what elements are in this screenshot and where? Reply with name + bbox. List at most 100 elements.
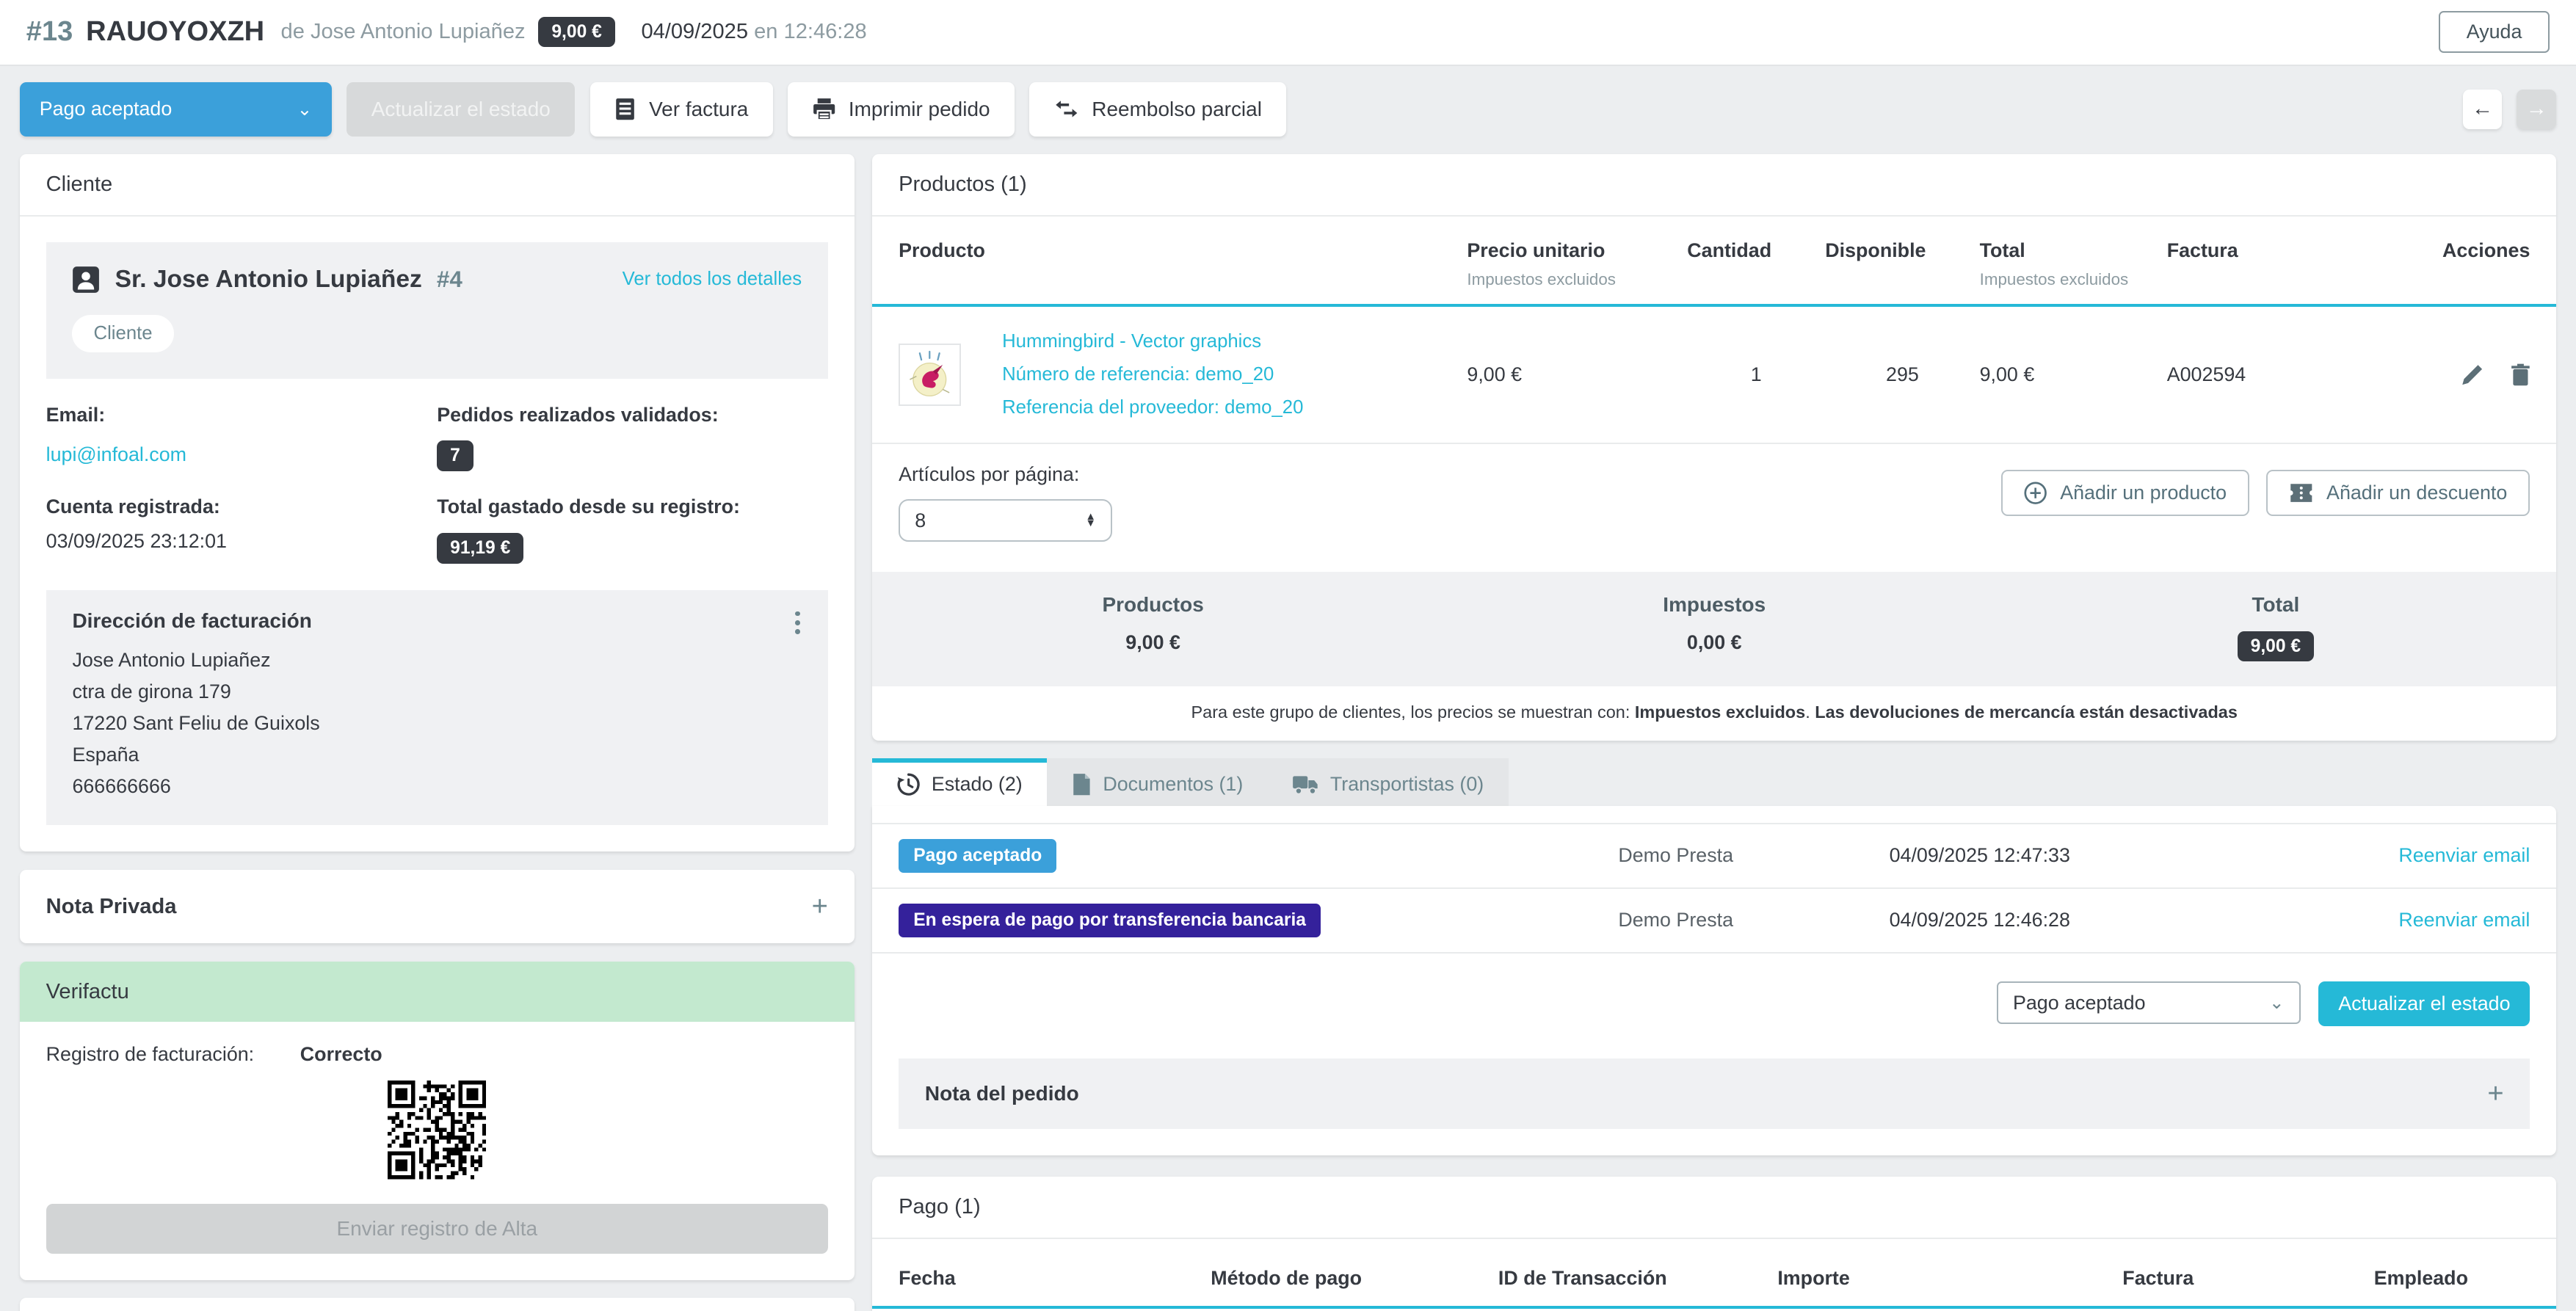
tab-status[interactable]: Estado (2) bbox=[872, 758, 1047, 806]
col-transaction-id: ID de Transacción bbox=[1498, 1267, 1777, 1290]
update-status-button-toolbar[interactable]: Actualizar el estado bbox=[347, 82, 575, 137]
totals-taxes-label: Impuestos bbox=[1434, 593, 1995, 617]
update-status-button[interactable]: Actualizar el estado bbox=[2318, 981, 2530, 1025]
payment-row: 04/09/2025 12:47:33 Pagos por transferen… bbox=[872, 1309, 2556, 1311]
send-registry-button[interactable]: Enviar registro de Alta bbox=[46, 1204, 828, 1254]
print-order-button[interactable]: Imprimir pedido bbox=[788, 82, 1015, 137]
verifactu-panel: Verifactu Registro de facturación: Corre… bbox=[20, 962, 855, 1280]
col-employee: Empleado bbox=[2374, 1267, 2530, 1290]
col-total: TotalImpuestos excluidos bbox=[1980, 239, 2167, 289]
billing-address-line: España bbox=[72, 739, 802, 771]
validated-orders-label: Pedidos realizados validados: bbox=[437, 404, 828, 426]
messages-panel: Mensajes (0) Elige el mensaje de tu pedi… bbox=[20, 1298, 855, 1310]
customer-email-link[interactable]: lupi@infoal.com bbox=[46, 443, 186, 465]
tax-note: Impuestos excluidos bbox=[1467, 270, 1687, 289]
status-select-toolbar[interactable]: Pago aceptado ⌄ bbox=[20, 82, 332, 137]
billing-address-title: Dirección de facturación bbox=[72, 609, 802, 633]
customer-group-badge: Cliente bbox=[72, 315, 173, 352]
product-unit-price: 9,00 € bbox=[1467, 363, 1687, 386]
status-row: En espera de pago por transferencia banc… bbox=[872, 887, 2556, 954]
order-time: 12:46:28 bbox=[784, 20, 867, 43]
address-menu-kebab-icon[interactable] bbox=[790, 606, 805, 639]
delete-product-button[interactable] bbox=[2511, 363, 2530, 386]
product-name-link[interactable]: Hummingbird - Vector graphics bbox=[1002, 325, 1303, 358]
billing-address-line: 666666666 bbox=[72, 771, 802, 802]
billing-address-card: Dirección de facturación Jose Antonio Lu… bbox=[46, 590, 828, 826]
order-toolbar: Pago aceptado ⌄ Actualizar el estado Ver… bbox=[0, 66, 2576, 151]
printer-icon bbox=[813, 98, 835, 120]
col-date: Fecha bbox=[899, 1267, 1211, 1290]
per-page-select[interactable]: 8 ▲▼ bbox=[899, 499, 1112, 542]
col-quantity: Cantidad bbox=[1687, 239, 1825, 289]
status-panel: Pago aceptado Demo Presta 04/09/2025 12:… bbox=[872, 806, 2556, 1155]
billing-address-line: Jose Antonio Lupiañez bbox=[72, 644, 802, 676]
select-arrows-icon: ▲▼ bbox=[1085, 514, 1095, 527]
tax-note: Impuestos excluidos bbox=[1980, 270, 2167, 289]
total-spent-label: Total gastado desde su registro: bbox=[437, 495, 828, 518]
order-total-badge: 9,00 € bbox=[538, 17, 614, 47]
col-invoice: Factura bbox=[2122, 1267, 2373, 1290]
status-row: Pago aceptado Demo Presta 04/09/2025 12:… bbox=[872, 823, 2556, 887]
previous-order-button[interactable]: ← bbox=[2463, 90, 2503, 129]
totals-total-badge: 9,00 € bbox=[2238, 631, 2314, 661]
totals-products-label: Productos bbox=[872, 593, 1434, 617]
order-tabs: Estado (2) Documentos (1) Transportistas… bbox=[872, 758, 2556, 806]
tax-display-footnote: Para este grupo de clientes, los precios… bbox=[872, 686, 2556, 741]
total-spent-badge: 91,19 € bbox=[437, 533, 523, 563]
order-byline: de Jose Antonio Lupiañez bbox=[281, 20, 526, 44]
products-panel: Productos (1) Producto Precio unitarioIm… bbox=[872, 154, 2556, 741]
validated-orders-badge: 7 bbox=[437, 440, 473, 471]
add-private-note-button[interactable]: + bbox=[812, 893, 828, 920]
add-order-note-button[interactable]: + bbox=[2487, 1080, 2503, 1108]
invoice-icon bbox=[614, 98, 636, 120]
order-detail-page: #13 RAUOYOXZH de Jose Antonio Lupiañez 9… bbox=[0, 0, 2576, 1311]
registry-label: Registro de facturación: bbox=[46, 1043, 255, 1066]
products-panel-title: Productos (1) bbox=[872, 154, 2556, 216]
tab-documents[interactable]: Documentos (1) bbox=[1047, 758, 1268, 806]
swap-arrows-icon bbox=[1054, 99, 1079, 119]
status-datetime: 04/09/2025 12:46:28 bbox=[1890, 909, 2276, 932]
messages-panel-title: Mensajes (0) bbox=[20, 1298, 855, 1310]
email-label: Email: bbox=[46, 404, 438, 426]
totals-total-label: Total bbox=[1995, 593, 2557, 617]
customer-panel: Cliente Sr. Jose Antonio Lupiañez #4 Ver… bbox=[20, 154, 855, 851]
status-select[interactable]: Pago aceptado ⌄ bbox=[1997, 981, 2301, 1024]
help-button[interactable]: Ayuda bbox=[2439, 11, 2550, 53]
next-order-button[interactable]: → bbox=[2517, 90, 2556, 129]
add-discount-button[interactable]: Añadir un descuento bbox=[2266, 470, 2530, 516]
col-amount: Importe bbox=[1777, 1267, 2122, 1290]
status-badge: Pago aceptado bbox=[899, 839, 1056, 873]
registry-value: Correcto bbox=[300, 1043, 382, 1066]
product-reference-link[interactable]: Número de referencia: demo_20 bbox=[1002, 358, 1303, 391]
document-icon bbox=[1072, 773, 1092, 796]
arrow-left-icon: ← bbox=[2472, 97, 2493, 121]
history-icon bbox=[897, 773, 920, 796]
product-invoice: A002594 bbox=[2167, 363, 2403, 386]
edit-product-button[interactable] bbox=[2461, 363, 2484, 386]
voucher-icon bbox=[2289, 482, 2314, 504]
qr-code bbox=[46, 1066, 828, 1204]
order-totals: Productos 9,00 € Impuestos 0,00 € Total … bbox=[872, 572, 2556, 686]
status-employee: Demo Presta bbox=[1618, 909, 1889, 932]
product-supplier-reference-link[interactable]: Referencia del proveedor: demo_20 bbox=[1002, 391, 1303, 424]
col-available: Disponible bbox=[1825, 239, 1979, 289]
billing-address-line: 17220 Sant Feliu de Guixols bbox=[72, 708, 802, 739]
view-invoice-button[interactable]: Ver factura bbox=[590, 82, 773, 137]
payment-table-header: Fecha Método de pago ID de Transacción I… bbox=[872, 1239, 2556, 1309]
col-invoice: Factura bbox=[2167, 239, 2403, 289]
tab-carriers[interactable]: Transportistas (0) bbox=[1268, 758, 1509, 806]
add-product-button[interactable]: Añadir un producto bbox=[2001, 470, 2249, 516]
product-available: 295 bbox=[1825, 363, 1979, 386]
totals-taxes-value: 0,00 € bbox=[1434, 631, 1995, 654]
partial-refund-button[interactable]: Reembolso parcial bbox=[1029, 82, 1286, 137]
product-total: 9,00 € bbox=[1980, 363, 2167, 386]
view-all-details-link[interactable]: Ver todos los detalles bbox=[623, 269, 802, 290]
private-note-title: Nota Privada bbox=[46, 895, 177, 919]
private-note-panel: Nota Privada + bbox=[20, 870, 855, 944]
resend-email-link[interactable]: Reenviar email bbox=[2276, 844, 2530, 867]
time-connector: en bbox=[754, 20, 777, 43]
truck-icon bbox=[1292, 774, 1318, 795]
verifactu-title: Verifactu bbox=[20, 962, 855, 1022]
contact-card-icon bbox=[72, 266, 100, 294]
resend-email-link[interactable]: Reenviar email bbox=[2276, 909, 2530, 932]
